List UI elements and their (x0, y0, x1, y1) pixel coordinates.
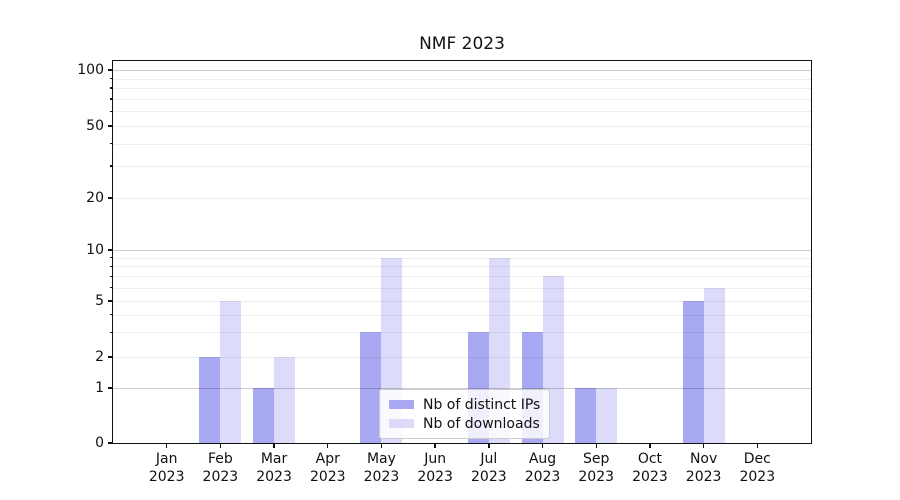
x-tick (541, 443, 544, 448)
x-tick (702, 443, 705, 448)
bar-downloads-mar (274, 357, 296, 443)
y-tick-minor (109, 110, 112, 112)
x-tick-label: Aug 2023 (524, 451, 561, 485)
y-tick-label: 0 (95, 435, 104, 451)
x-tick-label: Nov 2023 (685, 451, 722, 485)
y-tick-label: 20 (86, 190, 104, 206)
legend-label-distinct-ips: Nb of distinct IPs (423, 396, 541, 413)
x-tick-label: Mar 2023 (256, 451, 292, 485)
y-tick-minor (109, 286, 112, 289)
y-gridline-minor (113, 332, 811, 334)
x-tick (219, 443, 222, 448)
y-gridline-minor (113, 198, 811, 199)
y-gridline-minor (113, 143, 811, 145)
y-tick-label: 50 (86, 118, 104, 134)
chart-title: NMF 2023 (419, 34, 505, 54)
y-gridline-minor (113, 88, 811, 90)
y-tick-label: 100 (77, 62, 104, 78)
x-tick (649, 443, 651, 448)
y-tick-minor (109, 313, 112, 316)
x-tick (756, 443, 758, 448)
bar-distinct-ips-feb (199, 357, 221, 443)
y-tick (108, 442, 112, 444)
legend-item-downloads: Nb of downloads (389, 414, 540, 433)
y-gridline-major (113, 70, 811, 71)
y-tick-minor (109, 98, 112, 100)
legend-label-downloads: Nb of downloads (423, 415, 540, 432)
y-gridline-minor (113, 276, 811, 278)
plot-area (112, 60, 812, 444)
y-tick (108, 69, 112, 71)
y-tick (108, 125, 112, 127)
grid-layer (113, 61, 811, 443)
y-tick-minor (109, 77, 112, 80)
x-tick (488, 443, 490, 448)
y-tick-minor (109, 142, 112, 145)
y-tick-minor (109, 165, 112, 167)
y-gridline-minor (113, 111, 811, 113)
y-gridline-minor (113, 257, 811, 259)
y-tick-label: 1 (95, 380, 104, 396)
x-tick-label: Sep 2023 (578, 451, 615, 485)
x-tick-label: Dec 2023 (739, 451, 776, 485)
y-gridline-minor (113, 287, 811, 289)
y-gridline-minor (113, 78, 811, 80)
bar-distinct-ips-mar (253, 388, 275, 443)
y-tick (108, 387, 112, 389)
x-tick-label: Jul 2023 (471, 451, 507, 485)
x-tick-label: Apr 2023 (309, 451, 346, 485)
x-tick (273, 443, 275, 448)
y-tick-label: 2 (95, 349, 104, 365)
x-tick (380, 443, 383, 448)
y-gridline-minor (113, 301, 811, 302)
x-tick (327, 443, 329, 448)
x-tick-label: Jan 2023 (148, 451, 185, 485)
y-gridline-minor (113, 166, 811, 168)
bar-distinct-ips-nov (682, 301, 704, 443)
bar-downloads-sep (596, 388, 618, 443)
y-tick-label: 10 (86, 242, 104, 258)
y-tick-label: 5 (95, 293, 104, 309)
bar-downloads-nov (703, 287, 725, 443)
y-gridline-minor (113, 98, 811, 100)
y-tick-minor (109, 275, 112, 277)
x-tick (595, 443, 597, 448)
x-tick (434, 443, 436, 448)
y-gridline-minor (113, 357, 811, 358)
y-tick (108, 197, 112, 199)
y-tick-minor (109, 331, 112, 333)
y-gridline-minor (113, 266, 811, 268)
legend-swatch-downloads-icon (389, 419, 414, 428)
y-tick (108, 300, 112, 302)
x-tick (165, 443, 168, 448)
y-gridline-minor (113, 126, 811, 127)
legend-item-distinct-ips: Nb of distinct IPs (389, 395, 540, 414)
bar-distinct-ips-sep (575, 388, 597, 443)
y-tick-minor (109, 257, 112, 259)
bar-downloads-feb (220, 301, 242, 443)
x-tick-label: Jun 2023 (417, 451, 453, 485)
y-tick (108, 249, 112, 251)
y-tick (108, 356, 112, 358)
y-gridline-major (113, 388, 811, 389)
y-tick-minor (109, 265, 112, 268)
y-gridline-minor (113, 314, 811, 316)
legend-swatch-distinct-ips-icon (389, 400, 414, 409)
bar-distinct-ips-may (360, 332, 382, 443)
x-tick-label: Oct 2023 (632, 451, 668, 485)
legend: Nb of distinct IPs Nb of downloads (379, 389, 551, 439)
y-tick-minor (109, 87, 112, 89)
x-tick-label: May 2023 (363, 451, 400, 485)
x-tick-label: Feb 2023 (202, 451, 239, 485)
y-gridline-major (113, 250, 811, 251)
